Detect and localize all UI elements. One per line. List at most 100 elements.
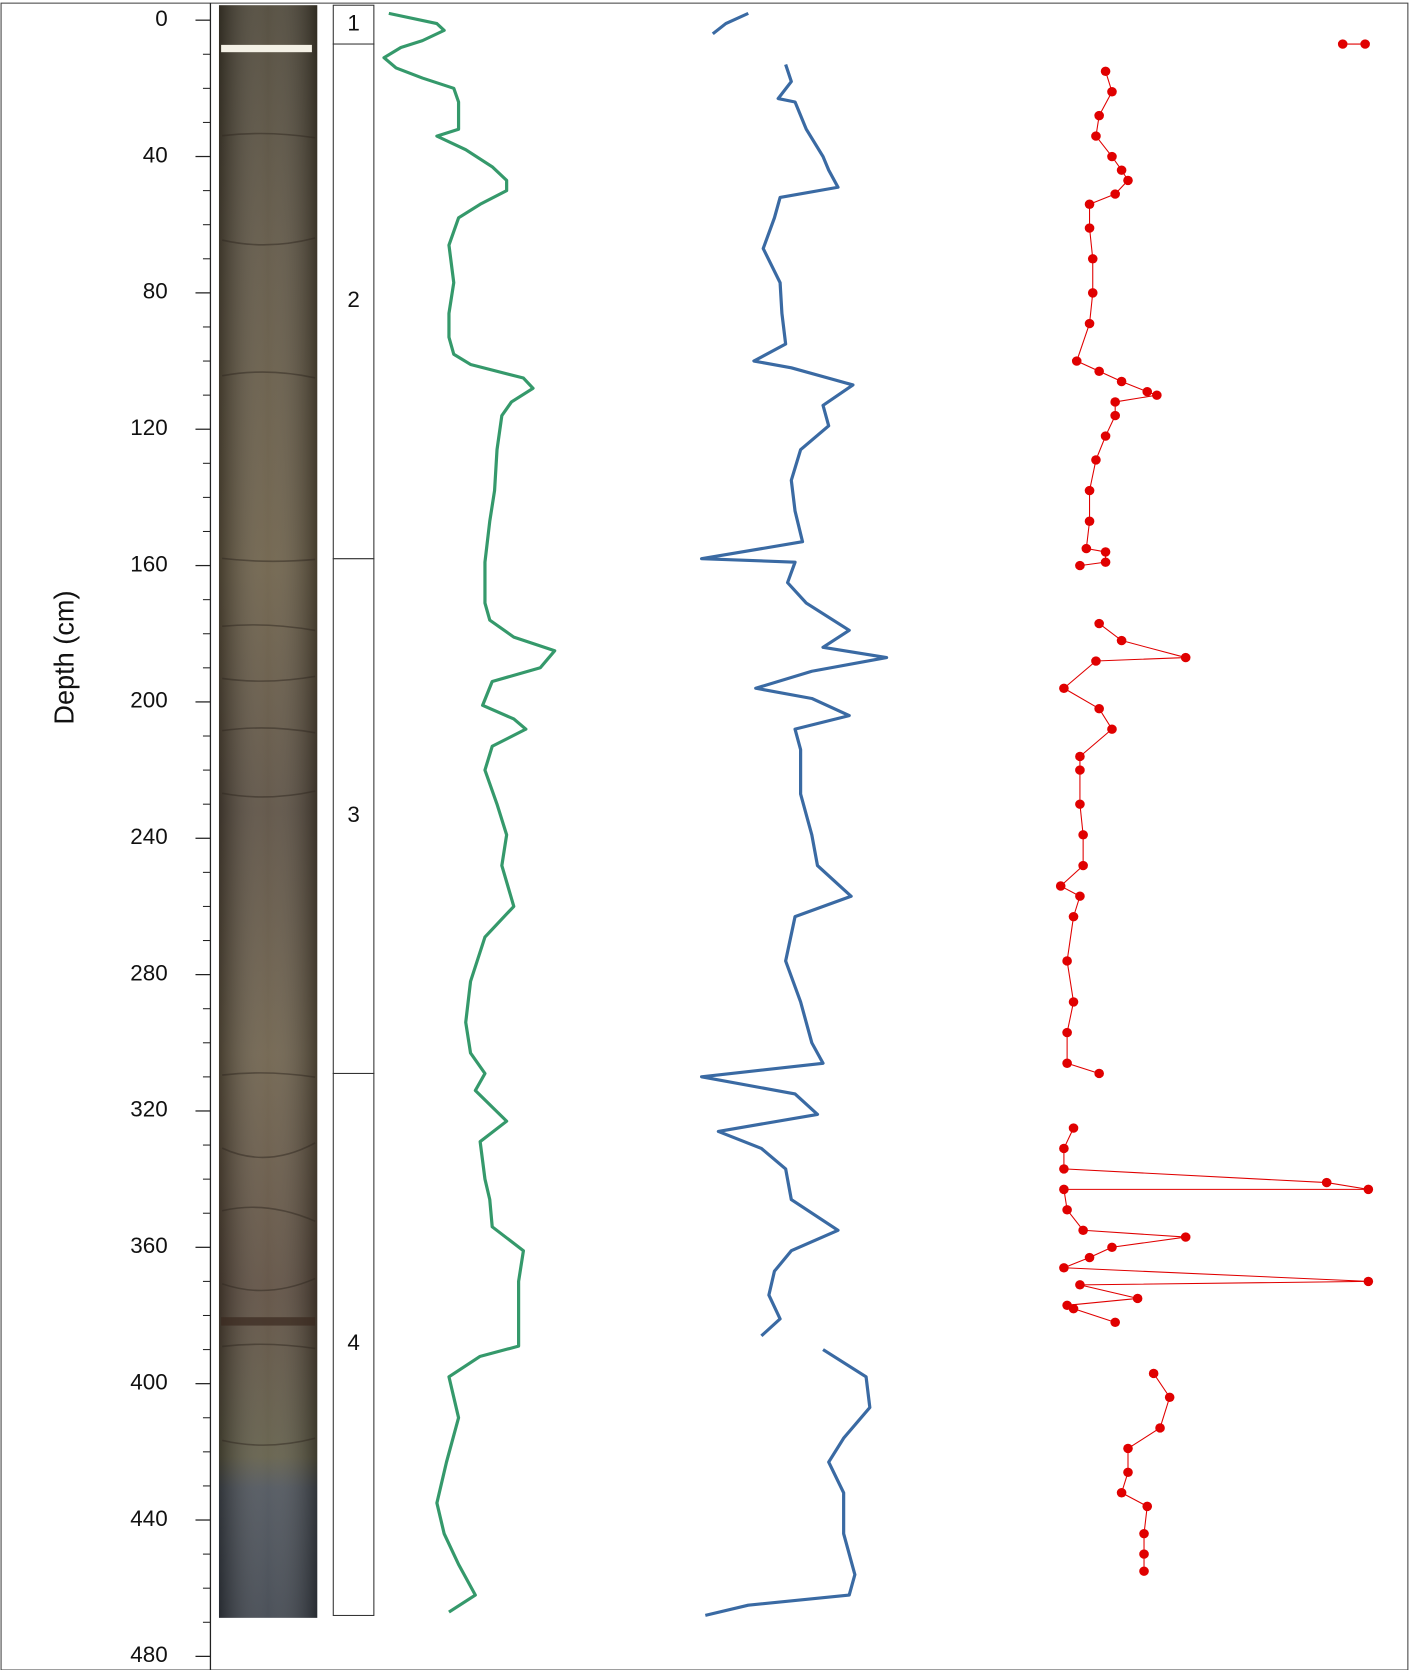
- data-point: [1091, 131, 1101, 141]
- data-point: [1059, 1143, 1069, 1154]
- data-point: [1087, 254, 1098, 264]
- data-point: [1068, 1303, 1079, 1314]
- data-point: [1337, 39, 1348, 49]
- data-point: [1107, 87, 1117, 97]
- data-point: [1075, 765, 1085, 775]
- data-point: [1078, 860, 1088, 871]
- data-point: [1123, 1443, 1133, 1454]
- data-point: [1084, 516, 1095, 526]
- data-point: [1059, 1184, 1069, 1195]
- data-point: [1139, 1549, 1149, 1559]
- data-point: [1062, 956, 1072, 966]
- data-point: [1123, 175, 1133, 186]
- data-point: [1123, 1467, 1133, 1477]
- data-point: [1152, 390, 1162, 400]
- y-tick-label: 160: [130, 552, 167, 577]
- y-tick-label: 280: [130, 961, 167, 986]
- data-point: [1132, 1293, 1143, 1304]
- data-point: [1068, 1123, 1079, 1133]
- unit-box: [332, 4, 375, 45]
- data-point: [1084, 223, 1095, 233]
- unit-label: 2: [347, 287, 359, 312]
- y-tick-label: 400: [130, 1370, 167, 1395]
- data-point: [1078, 1225, 1088, 1235]
- data-point: [1139, 1528, 1149, 1539]
- y-tick-label: 320: [130, 1097, 167, 1122]
- y-tick-label: 80: [143, 279, 168, 304]
- unit-label: 3: [347, 802, 359, 827]
- data-point: [1107, 151, 1117, 162]
- data-point: [1091, 455, 1101, 465]
- data-point: [1059, 683, 1069, 693]
- data-point: [1094, 618, 1104, 629]
- data-point: [1059, 1263, 1069, 1273]
- data-point: [1094, 704, 1104, 714]
- data-point: [1110, 1317, 1120, 1328]
- y-tick-label: 0: [155, 6, 167, 31]
- data-point: [1084, 318, 1095, 329]
- data-point: [1100, 66, 1111, 77]
- data-point: [1116, 376, 1127, 387]
- data-point: [1116, 1488, 1127, 1498]
- data-point: [1075, 799, 1085, 809]
- unit-box: [332, 558, 375, 1074]
- data-point: [1155, 1423, 1165, 1433]
- data-point: [1094, 1068, 1104, 1079]
- unit-label: 4: [347, 1330, 359, 1355]
- series-connector: [1060, 43, 1369, 1572]
- data-point: [1075, 751, 1085, 762]
- data-point: [1139, 1566, 1149, 1576]
- series-line: [382, 11, 557, 1614]
- unit-label: 1: [347, 11, 359, 36]
- data-point: [1110, 397, 1120, 407]
- y-tick-label: 200: [130, 688, 167, 713]
- unit-box: [332, 1072, 375, 1616]
- data-point: [1084, 199, 1095, 209]
- data-point: [1075, 1280, 1085, 1290]
- core-image: [218, 5, 318, 1618]
- data-point: [1062, 1027, 1072, 1038]
- data-point: [1100, 547, 1111, 557]
- y-tick-label: 360: [130, 1233, 167, 1258]
- data-point: [1084, 485, 1095, 496]
- data-point: [1110, 189, 1120, 199]
- data-point: [1071, 356, 1082, 366]
- data-point: [1363, 1276, 1374, 1287]
- data-point: [1321, 1177, 1332, 1188]
- data-point: [1142, 1501, 1153, 1512]
- data-point: [1180, 1232, 1191, 1242]
- data-point: [1075, 891, 1085, 901]
- data-point: [1360, 39, 1370, 49]
- data-point: [1094, 110, 1104, 121]
- data-point: [1110, 410, 1120, 421]
- data-point: [1081, 543, 1092, 554]
- data-point: [1116, 635, 1127, 646]
- data-point: [1091, 656, 1101, 666]
- data-point: [1075, 560, 1085, 571]
- data-point: [1107, 1242, 1117, 1253]
- data-point: [1100, 557, 1111, 567]
- y-tick-label: 440: [130, 1506, 167, 1531]
- series-line: [699, 11, 889, 1617]
- data-point: [1087, 288, 1098, 298]
- data-point: [1055, 881, 1066, 891]
- data-point: [1363, 1184, 1374, 1195]
- data-point: [1059, 1164, 1069, 1174]
- data-point: [1116, 165, 1127, 175]
- data-point: [1084, 1252, 1095, 1263]
- data-point: [1107, 724, 1117, 734]
- unit-box: [332, 43, 375, 560]
- data-point: [1142, 387, 1153, 397]
- data-point: [1094, 366, 1104, 376]
- data-point: [1100, 431, 1111, 441]
- data-point: [1078, 830, 1088, 840]
- data-point: [1068, 911, 1079, 922]
- y-tick-label: 240: [130, 824, 167, 849]
- data-point: [1062, 1058, 1072, 1068]
- y-tick-label: 40: [143, 143, 168, 168]
- y-tick-label: 120: [130, 415, 167, 440]
- y-axis-title: Depth (cm): [48, 591, 79, 725]
- y-tick-label: 480: [130, 1642, 167, 1667]
